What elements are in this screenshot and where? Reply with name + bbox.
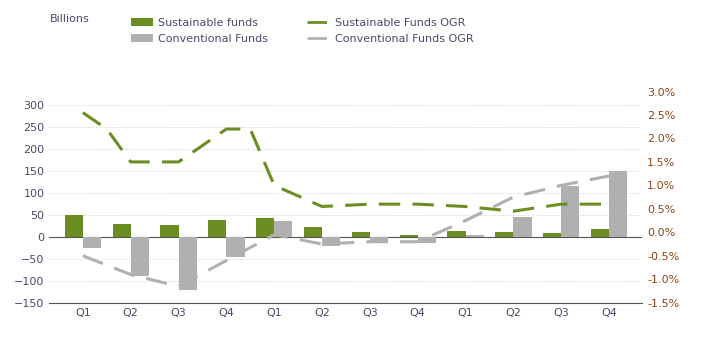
Bar (83, 237, 101, 248)
Sustainable Funds OGR (126, 160, 135, 164)
Conventional Funds OGR (174, 284, 183, 288)
Conventional Funds OGR (366, 240, 374, 244)
Bar (513, 217, 532, 237)
Bar (274, 221, 292, 237)
Bar (65, 215, 83, 237)
Sustainable Funds OGR (366, 202, 374, 206)
Bar (400, 235, 418, 237)
Sustainable Funds OGR (270, 183, 278, 188)
Legend: Sustainable funds, Conventional Funds, Sustainable Funds OGR, Conventional Funds: Sustainable funds, Conventional Funds, S… (126, 13, 478, 48)
Sustainable Funds OGR (222, 127, 231, 131)
Conventional Funds OGR (78, 254, 87, 258)
Bar (543, 233, 561, 237)
Bar (352, 232, 370, 237)
Bar (208, 220, 227, 237)
Bar (304, 227, 322, 237)
Bar (160, 225, 179, 237)
Sustainable Funds OGR (174, 160, 183, 164)
Line: Sustainable Funds OGR: Sustainable Funds OGR (83, 113, 609, 211)
Bar (591, 229, 609, 237)
Conventional Funds OGR (270, 233, 278, 237)
Conventional Funds OGR (605, 174, 614, 178)
Bar (495, 232, 513, 237)
Text: Billions: Billions (49, 14, 89, 24)
Bar (227, 237, 244, 257)
Bar (448, 231, 465, 237)
Sustainable Funds OGR (461, 205, 469, 209)
Sustainable Funds OGR (509, 209, 517, 213)
Sustainable Funds OGR (557, 202, 566, 206)
Sustainable Funds OGR (246, 127, 255, 131)
Bar (112, 224, 131, 237)
Bar (561, 186, 580, 237)
Conventional Funds OGR (126, 272, 135, 277)
Sustainable Funds OGR (102, 127, 111, 131)
Conventional Funds OGR (557, 183, 566, 188)
Line: Conventional Funds OGR: Conventional Funds OGR (83, 176, 609, 286)
Sustainable Funds OGR (414, 202, 422, 206)
Bar (465, 234, 484, 237)
Bar (179, 237, 197, 289)
Sustainable Funds OGR (605, 202, 614, 206)
Bar (609, 171, 627, 237)
Sustainable Funds OGR (318, 205, 326, 209)
Sustainable Funds OGR (78, 111, 87, 115)
Bar (131, 237, 149, 276)
Conventional Funds OGR (461, 219, 469, 223)
Conventional Funds OGR (509, 195, 517, 199)
Conventional Funds OGR (318, 242, 326, 246)
Bar (370, 237, 388, 243)
Conventional Funds OGR (414, 240, 422, 244)
Bar (322, 237, 340, 246)
Bar (418, 237, 436, 243)
Bar (256, 218, 274, 237)
Conventional Funds OGR (222, 258, 231, 263)
